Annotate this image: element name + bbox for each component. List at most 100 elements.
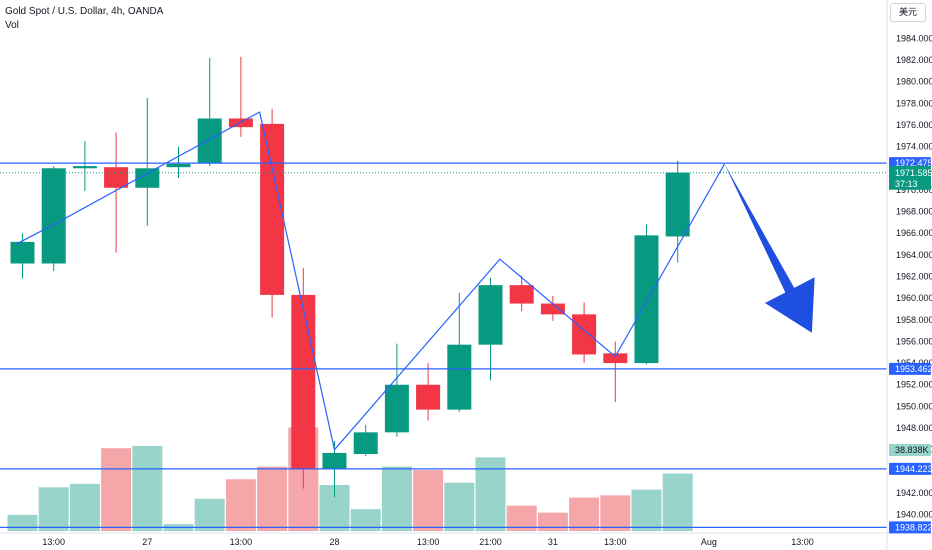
volume-bar	[662, 473, 693, 531]
candle	[353, 424, 378, 457]
candle	[384, 343, 409, 437]
candle-body	[72, 166, 97, 169]
price-tick-label: 1968.000	[896, 207, 932, 217]
time-tick-label: 31	[548, 537, 558, 547]
volume-bar	[631, 489, 662, 531]
candle-body	[41, 168, 66, 264]
volume-bars	[7, 427, 693, 531]
price-tick-label: 1940.000	[896, 510, 932, 520]
candle-body	[260, 123, 285, 295]
price-tick-label: 1982.000	[896, 55, 932, 65]
price-tick-label: 1978.000	[896, 98, 932, 108]
candle	[447, 292, 472, 412]
price-tick-label: 1976.000	[896, 120, 932, 130]
price-tick-label: 1958.000	[896, 315, 932, 325]
currency-button[interactable]: 美元	[890, 3, 926, 22]
candle	[509, 275, 534, 312]
time-tick-label: 13:00	[791, 537, 814, 547]
level-1938-axis-label-text: 1938.822	[895, 522, 932, 532]
candle-body	[603, 353, 628, 364]
level-1953-axis-label-text: 1953.462	[895, 364, 932, 374]
candle-body	[104, 167, 129, 188]
volume-bar	[225, 479, 256, 531]
candle-body	[540, 303, 565, 315]
volume-label-text: 38.838K	[895, 445, 929, 455]
countdown-text: 37:13	[895, 179, 918, 189]
volume-bar	[600, 495, 631, 531]
down-arrow-drawing	[724, 163, 815, 333]
candle	[197, 57, 222, 167]
price-tick-label: 1964.000	[896, 250, 932, 260]
price-tick-label: 1948.000	[896, 423, 932, 433]
volume-bar	[194, 498, 225, 531]
candle-body	[665, 172, 690, 237]
price-tick-label: 1952.000	[896, 380, 932, 390]
candle	[104, 132, 129, 253]
level-1944-axis-label: 1944.223	[889, 462, 932, 475]
level-1953-axis-label-bg	[889, 362, 931, 375]
volume-bar	[257, 466, 288, 531]
candle	[540, 295, 565, 321]
current-price-bg	[889, 165, 931, 190]
volume-bar	[413, 470, 444, 531]
candle	[228, 56, 253, 137]
level-1944-axis-label-text: 1944.223	[895, 464, 932, 474]
time-tick-label: 21:00	[479, 537, 502, 547]
zigzag-line	[15, 111, 726, 451]
candle	[416, 363, 441, 421]
level-1938-axis-label: 1938.822	[889, 521, 932, 534]
candle-body	[322, 452, 347, 470]
candle-body	[10, 241, 35, 264]
candle-body	[634, 235, 659, 364]
candle-body	[447, 344, 472, 410]
candle-body	[509, 285, 534, 304]
candle-body	[416, 384, 441, 410]
volume-bar	[38, 487, 69, 531]
time-tick-label: 13:00	[230, 537, 253, 547]
price-tick-label: 1984.000	[896, 33, 932, 43]
candle	[291, 267, 316, 489]
price-tick-label: 1970.000	[896, 185, 932, 195]
volume-bar	[7, 514, 38, 531]
current-price-text: 1971.585	[895, 168, 932, 178]
candle	[478, 277, 503, 381]
candle-body	[166, 163, 191, 168]
price-tick-label: 1956.000	[896, 336, 932, 346]
price-tick-label: 1980.000	[896, 77, 932, 87]
candle	[41, 166, 66, 272]
candle	[72, 141, 97, 191]
volume-bar	[69, 483, 100, 531]
volume-bar	[132, 445, 163, 531]
candle-body	[291, 294, 316, 470]
candle-body	[478, 285, 503, 345]
level-1944-axis-label-bg	[889, 462, 931, 475]
time-axis[interactable]: 13:00 27 13:00 28 13:00 21:00 31 13:00 Aug 13:00	[0, 532, 932, 547]
candle	[260, 108, 285, 318]
volume-bar	[569, 497, 600, 531]
candle	[634, 224, 659, 365]
time-tick-label: 13:00	[417, 537, 440, 547]
chart-legend: Gold Spot / U.S. Dollar, 4h, OANDA Vol	[5, 5, 163, 33]
price-tick-label: 1962.000	[896, 272, 932, 282]
candle	[166, 146, 191, 179]
volume-bar	[475, 457, 506, 531]
level-1953-axis-label: 1953.462	[889, 362, 932, 375]
candles	[10, 56, 690, 498]
volume-label-bg	[889, 444, 931, 456]
price-tick-label: 1942.000	[896, 488, 932, 498]
candle	[135, 97, 160, 226]
volume-axis-label: 38.838K	[889, 444, 931, 456]
candle	[572, 302, 597, 364]
candle-body	[197, 118, 222, 163]
level-1938-axis-label-bg	[889, 521, 931, 534]
volume-indicator-label: Vol	[5, 20, 19, 31]
symbol-title: Gold Spot / U.S. Dollar, 4h, OANDA	[5, 6, 164, 17]
volume-bar	[350, 509, 381, 531]
candle	[603, 341, 628, 403]
volume-bar	[101, 448, 132, 531]
price-tick-label: 1960.000	[896, 293, 932, 303]
time-tick-label: 13:00	[42, 537, 65, 547]
drawings	[0, 111, 887, 528]
